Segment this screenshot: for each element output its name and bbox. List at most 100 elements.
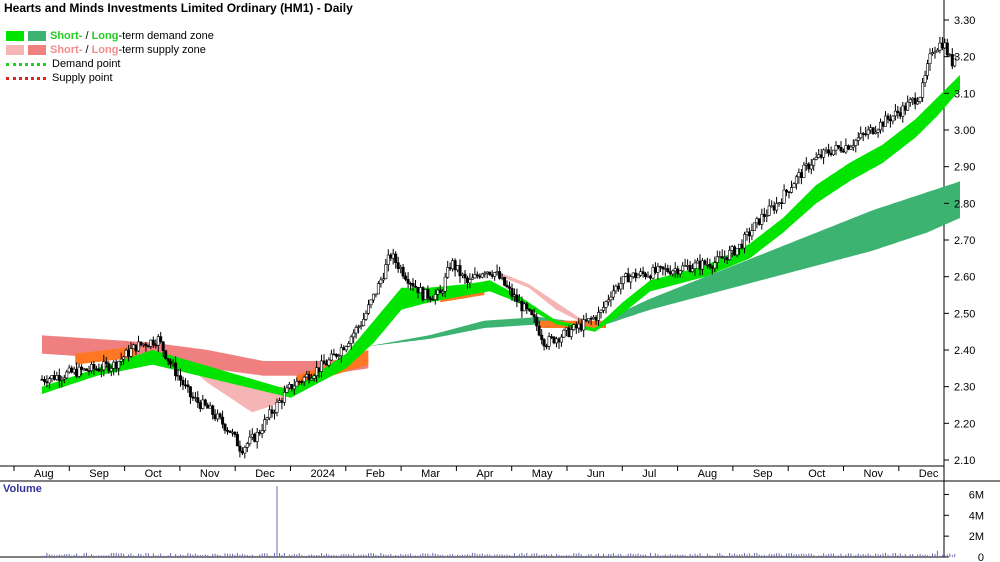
candle-body: [935, 49, 939, 53]
legend-supply-suffix: -term supply zone: [118, 44, 206, 56]
candle-body: [354, 327, 358, 334]
y-tick-label: 2.30: [954, 382, 975, 394]
candle-body: [547, 336, 551, 347]
candle-body: [240, 450, 244, 454]
candle-body: [418, 287, 422, 294]
candle-body: [386, 254, 390, 265]
candle-body: [344, 346, 348, 351]
chart-title: Hearts and Minds Investments Limited Ord…: [4, 1, 353, 15]
candle-body: [127, 349, 131, 357]
candle-body: [532, 314, 536, 318]
candle-body: [648, 275, 652, 279]
candle-body: [129, 348, 133, 357]
candle-body: [574, 324, 578, 329]
legend: Short- / Long -term demand zone Short- /…: [6, 29, 214, 85]
candle-body: [527, 308, 531, 311]
candle-body: [151, 339, 155, 346]
y-tick-label: 2.50: [954, 308, 975, 320]
candle-body: [493, 272, 497, 277]
y-tick-label: 3.10: [954, 88, 975, 100]
candle-body: [42, 379, 46, 382]
y-tick-label: 2.10: [954, 455, 975, 467]
candle-body: [485, 271, 489, 274]
candle-body: [139, 341, 143, 346]
candle-body: [277, 400, 281, 403]
long-demand-swatch: [28, 31, 46, 41]
candle-body: [911, 97, 915, 100]
candle-body: [381, 278, 385, 281]
y-tick-label: 2.80: [954, 198, 975, 210]
demand-point-swatch: [6, 62, 46, 66]
candle-body: [938, 42, 942, 51]
legend-supply-zone: Short- / Long -term supply zone: [6, 43, 214, 57]
candle-body: [342, 347, 346, 351]
x-tick-label: Nov: [200, 468, 220, 480]
candle-body: [933, 51, 937, 54]
candle-body: [300, 381, 304, 383]
candle-body: [409, 282, 413, 285]
candle-body: [760, 213, 764, 225]
candle-body: [263, 419, 267, 431]
legend-demand-sep: /: [82, 30, 92, 42]
candle-body: [822, 149, 826, 158]
candle-body: [196, 397, 200, 403]
candle-body: [762, 213, 766, 217]
candle-body: [742, 234, 746, 249]
candle-body: [376, 283, 380, 295]
candle-body: [616, 285, 620, 290]
candle-body: [384, 264, 388, 280]
candle-body: [460, 273, 464, 277]
candle-body: [109, 368, 113, 372]
candle-body: [181, 379, 185, 386]
candle-body: [319, 360, 323, 372]
candle-body: [569, 329, 573, 337]
candle-body: [708, 264, 712, 268]
candle-body: [854, 140, 858, 146]
candle-body: [438, 289, 442, 294]
candle-body: [255, 431, 259, 442]
candle-body: [871, 127, 875, 134]
candle-body: [557, 338, 561, 343]
candle-body: [631, 272, 635, 277]
candle-body: [211, 405, 215, 415]
candle-body: [114, 361, 118, 369]
candle-body: [456, 265, 460, 271]
candle-body: [542, 339, 546, 347]
short-demand-zone: [42, 75, 960, 398]
candle-body: [82, 368, 86, 371]
candle-body: [161, 341, 165, 351]
candle-body: [451, 260, 455, 270]
candle-body: [198, 402, 202, 409]
candle-body: [596, 312, 600, 321]
candle-body: [757, 218, 761, 225]
candle-body: [799, 172, 803, 178]
candle-body: [812, 159, 816, 166]
candle-body: [678, 270, 682, 275]
candle-body: [285, 387, 289, 393]
candle-body: [498, 271, 502, 279]
candle-body: [814, 157, 818, 160]
x-tick-label: Aug: [698, 468, 718, 480]
candle-body: [780, 202, 784, 204]
candle-body: [488, 271, 492, 275]
candle-body: [851, 145, 855, 148]
candle-body: [626, 273, 630, 283]
candle-body: [893, 110, 897, 117]
long-supply-zone: [42, 335, 369, 376]
candle-body: [238, 445, 242, 452]
overlap-zone-aug: [75, 346, 136, 365]
candle-body: [119, 358, 123, 362]
candle-body: [797, 172, 801, 178]
candle-body: [651, 267, 655, 279]
candle-body: [371, 293, 375, 301]
candle-body: [849, 146, 853, 150]
candle-body: [292, 385, 296, 390]
candle-body: [421, 287, 425, 300]
candle-body: [176, 375, 180, 378]
candle-body: [520, 300, 524, 312]
candle-body: [174, 362, 178, 376]
candle-body: [606, 299, 610, 303]
candle-body: [503, 276, 507, 286]
candle-body: [614, 285, 618, 292]
candle-body: [752, 222, 756, 232]
